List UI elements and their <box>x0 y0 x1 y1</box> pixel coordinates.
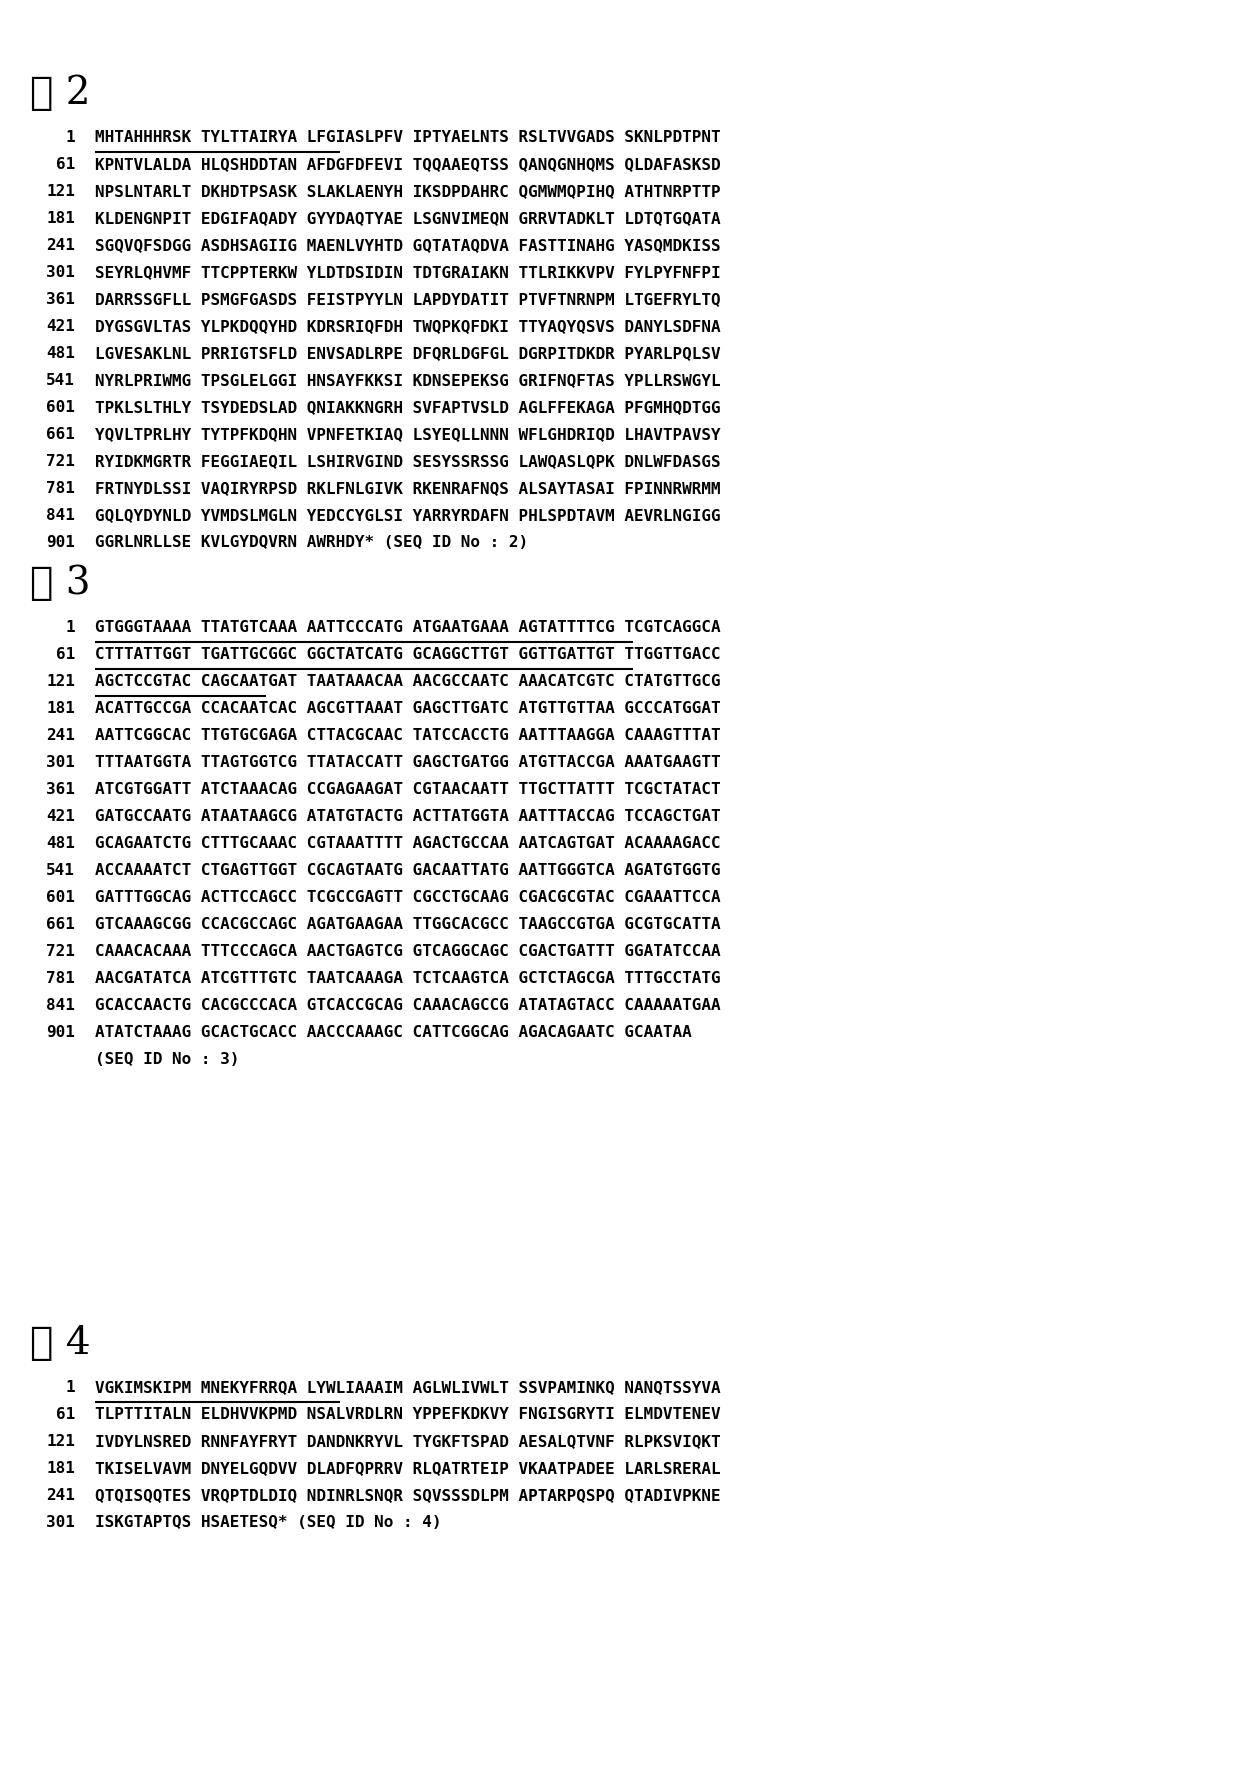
Text: GQLQYDYNLD YVMDSLMGLN YEDCCYGLSI YARRYRDAFN PHLSPDTAVM AEVRLNGIGG: GQLQYDYNLD YVMDSLMGLN YEDCCYGLSI YARRYRD… <box>95 508 720 524</box>
Text: GTGGGTAAAA TTATGTCAAA AATTCCCATG ATGAATGAAA AGTATTTTCG TCGTCAGGCA: GTGGGTAAAA TTATGTCAAA AATTCCCATG ATGAATG… <box>95 619 720 635</box>
Text: AACGATATCA ATCGTTTGTC TAATCAAAGA TCTCAAGTCA GCTCTAGCGA TTTGCCTATG: AACGATATCA ATCGTTTGTC TAATCAAAGA TCTCAAG… <box>95 971 720 985</box>
Text: 481: 481 <box>46 836 74 850</box>
Text: 241: 241 <box>46 238 74 254</box>
Text: 301: 301 <box>46 754 74 770</box>
Text: ISKGTAPTQS HSAETESQ* (SEQ ID No : 4): ISKGTAPTQS HSAETESQ* (SEQ ID No : 4) <box>95 1516 441 1530</box>
Text: ACCAAAATCT CTGAGTTGGT CGCAGTAATG GACAATTATG AATTGGGTCA AGATGTGGTG: ACCAAAATCT CTGAGTTGGT CGCAGTAATG GACAATT… <box>95 863 720 879</box>
Text: 541: 541 <box>46 373 74 389</box>
Text: 901: 901 <box>46 1024 74 1040</box>
Text: 1: 1 <box>66 1379 74 1395</box>
Text: MHTAHHHRSK TYLTTAIRYA LFGIASLPFV IPTYAELNTS RSLTVVGADS SKNLPDTPNT: MHTAHHHRSK TYLTTAIRYA LFGIASLPFV IPTYAEL… <box>95 130 720 146</box>
Text: 721: 721 <box>46 944 74 959</box>
Text: 421: 421 <box>46 320 74 334</box>
Text: GCAGAATCTG CTTTGCAAAC CGTAAATTTT AGACTGCCAA AATCAGTGAT ACAAAAGACC: GCAGAATCTG CTTTGCAAAC CGTAAATTTT AGACTGC… <box>95 836 720 850</box>
Text: AGCTCCGTAC CAGCAATGAT TAATAAACAA AACGCCAATC AAACATCGTC CTATGTTGCG: AGCTCCGTAC CAGCAATGAT TAATAAACAA AACGCCA… <box>95 674 720 689</box>
Text: KPNTVLALDA HLQSHDDTAN AFDGFDFEVI TQQAAEQTSS QANQGNHQMS QLDAFASKSD: KPNTVLALDA HLQSHDDTAN AFDGFDFEVI TQQAAEQ… <box>95 156 720 172</box>
Text: 121: 121 <box>46 674 74 689</box>
Text: AATTCGGCAC TTGTGCGAGA CTTACGCAAC TATCCACCTG AATTTAAGGA CAAAGTTTAT: AATTCGGCAC TTGTGCGAGA CTTACGCAAC TATCCAC… <box>95 728 720 744</box>
Text: YQVLTPRLHY TYTPFKDQHN VPNFETKIAQ LSYEQLLNNN WFLGHDRIQD LHAVTPAVSY: YQVLTPRLHY TYTPFKDQHN VPNFETKIAQ LSYEQLL… <box>95 428 720 442</box>
Text: DYGSGVLTAS YLPKDQQYHD KDRSRIQFDH TWQPKQFDKI TTYAQYQSVS DANYLSDFNA: DYGSGVLTAS YLPKDQQYHD KDRSRIQFDH TWQPKQF… <box>95 320 720 334</box>
Text: 图 4: 图 4 <box>30 1324 91 1361</box>
Text: GGRLNRLLSE KVLGYDQVRN AWRHDY* (SEQ ID No : 2): GGRLNRLLSE KVLGYDQVRN AWRHDY* (SEQ ID No… <box>95 534 528 550</box>
Text: 901: 901 <box>46 534 74 550</box>
Text: GTCAAAGCGG CCACGCCAGC AGATGAAGAA TTGGCACGCC TAAGCCGTGA GCGTGCATTA: GTCAAAGCGG CCACGCCAGC AGATGAAGAA TTGGCAC… <box>95 918 720 932</box>
Text: 181: 181 <box>46 211 74 225</box>
Text: 841: 841 <box>46 508 74 524</box>
Text: 61: 61 <box>56 156 74 172</box>
Text: GCACCAACTG CACGCCCACA GTCACCGCAG CAAACAGCCG ATATAGTACC CAAAAATGAA: GCACCAACTG CACGCCCACA GTCACCGCAG CAAACAG… <box>95 998 720 1014</box>
Text: ATCGTGGATT ATCTAAACAG CCGAGAAGAT CGTAACAATT TTGCTTATTT TCGCTATACT: ATCGTGGATT ATCTAAACAG CCGAGAAGAT CGTAACA… <box>95 783 720 797</box>
Text: ACATTGCCGA CCACAATCAC AGCGTTAAAT GAGCTTGATC ATGTTGTTAA GCCCATGGAT: ACATTGCCGA CCACAATCAC AGCGTTAAAT GAGCTTG… <box>95 701 720 715</box>
Text: 781: 781 <box>46 971 74 985</box>
Text: 图 2: 图 2 <box>30 75 91 112</box>
Text: 1: 1 <box>66 619 74 635</box>
Text: KLDENGNPIT EDGIFAQADY GYYDAQTYAE LSGNVIMEQN GRRVTADKLT LDTQTGQATA: KLDENGNPIT EDGIFAQADY GYYDAQTYAE LSGNVIM… <box>95 211 720 225</box>
Text: 541: 541 <box>46 863 74 879</box>
Text: GATTTGGCAG ACTTCCAGCC TCGCCGAGTT CGCCTGCAAG CGACGCGTAC CGAAATTCCA: GATTTGGCAG ACTTCCAGCC TCGCCGAGTT CGCCTGC… <box>95 889 720 905</box>
Text: QTQISQQTES VRQPTDLDIQ NDINRLSNQR SQVSSSDLPM APTARPQSPQ QTADIVPKNE: QTQISQQTES VRQPTDLDIQ NDINRLSNQR SQVSSSD… <box>95 1487 720 1503</box>
Text: SGQVQFSDGG ASDHSAGIIG MAENLVYHTD GQTATAQDVA FASTTINAHG YASQMDKISS: SGQVQFSDGG ASDHSAGIIG MAENLVYHTD GQTATAQ… <box>95 238 720 254</box>
Text: 181: 181 <box>46 701 74 715</box>
Text: TTTAATGGTA TTAGTGGTCG TTATACCATT GAGCTGATGG ATGTTACCGA AAATGAAGTT: TTTAATGGTA TTAGTGGTCG TTATACCATT GAGCTGA… <box>95 754 720 770</box>
Text: 841: 841 <box>46 998 74 1014</box>
Text: 601: 601 <box>46 399 74 415</box>
Text: 61: 61 <box>56 648 74 662</box>
Text: SEYRLQHVMF TTCPPTERKW YLDTDSIDIN TDTGRAIAKN TTLRIKKVPV FYLPYFNFPI: SEYRLQHVMF TTCPPTERKW YLDTDSIDIN TDTGRAI… <box>95 264 720 280</box>
Text: 121: 121 <box>46 185 74 199</box>
Text: 241: 241 <box>46 728 74 744</box>
Text: 图 3: 图 3 <box>30 564 91 602</box>
Text: 661: 661 <box>46 428 74 442</box>
Text: 61: 61 <box>56 1408 74 1422</box>
Text: ATATCTAAAG GCACTGCACC AACCCAAAGC CATTCGGCAG AGACAGAATC GCAATAA: ATATCTAAAG GCACTGCACC AACCCAAAGC CATTCGG… <box>95 1024 692 1040</box>
Text: IVDYLNSRED RNNFAYFRYT DANDNKRYVL TYGKFTSPAD AESALQTVNF RLPKSVIQKT: IVDYLNSRED RNNFAYFRYT DANDNKRYVL TYGKFTS… <box>95 1434 720 1448</box>
Text: 181: 181 <box>46 1461 74 1477</box>
Text: TPKLSLTHLY TSYDEDSLAD QNIAKKNGRH SVFAPTVSLD AGLFFEKAGA PFGMHQDTGG: TPKLSLTHLY TSYDEDSLAD QNIAKKNGRH SVFAPTV… <box>95 399 720 415</box>
Text: 361: 361 <box>46 783 74 797</box>
Text: 1: 1 <box>66 130 74 146</box>
Text: LGVESAKLNL PRRIGTSFLD ENVSADLRPE DFQRLDGFGL DGRPITDKDR PYARLPQLSV: LGVESAKLNL PRRIGTSFLD ENVSADLRPE DFQRLDG… <box>95 346 720 360</box>
Text: NPSLNTARLT DKHDTPSASK SLAKLAENYH IKSDPDAHRC QGMWMQPIHQ ATHTNRPTTP: NPSLNTARLT DKHDTPSASK SLAKLAENYH IKSDPDA… <box>95 185 720 199</box>
Text: DARRSSGFLL PSMGFGASDS FEISTPYYLN LAPDYDATIT PTVFTNRNPM LTGEFRYLTQ: DARRSSGFLL PSMGFGASDS FEISTPYYLN LAPDYDA… <box>95 293 720 307</box>
Text: 241: 241 <box>46 1487 74 1503</box>
Text: FRTNYDLSSI VAQIRYRPSD RKLFNLGIVK RKENRAFNQS ALSAYTASAI FPINNRWRMM: FRTNYDLSSI VAQIRYRPSD RKLFNLGIVK RKENRAF… <box>95 481 720 495</box>
Text: GATGCCAATG ATAATAAGCG ATATGTACTG ACTTATGGTA AATTTACCAG TCCAGCTGAT: GATGCCAATG ATAATAAGCG ATATGTACTG ACTTATG… <box>95 809 720 824</box>
Text: 301: 301 <box>46 1516 74 1530</box>
Text: TKISELVAVM DNYELGQDVV DLADFQPRRV RLQATRTEIP VKAATPADEE LARLSRERAL: TKISELVAVM DNYELGQDVV DLADFQPRRV RLQATRT… <box>95 1461 720 1477</box>
Text: VGKIMSKIPM MNEKYFRRQA LYWLIAAAIM AGLWLIVWLT SSVPAMINKQ NANQTSSYVA: VGKIMSKIPM MNEKYFRRQA LYWLIAAAIM AGLWLIV… <box>95 1379 720 1395</box>
Text: 121: 121 <box>46 1434 74 1448</box>
Text: CAAACACAAA TTTCCCAGCA AACTGAGTCG GTCAGGCAGC CGACTGATTT GGATATCCAA: CAAACACAAA TTTCCCAGCA AACTGAGTCG GTCAGGC… <box>95 944 720 959</box>
Text: 421: 421 <box>46 809 74 824</box>
Text: RYIDKMGRTR FEGGIAEQIL LSHIRVGIND SESYSSRSSG LAWQASLQPK DNLWFDASGS: RYIDKMGRTR FEGGIAEQIL LSHIRVGIND SESYSSR… <box>95 454 720 469</box>
Text: (SEQ ID No : 3): (SEQ ID No : 3) <box>95 1053 239 1067</box>
Text: 781: 781 <box>46 481 74 495</box>
Text: 661: 661 <box>46 918 74 932</box>
Text: CTTTATTGGT TGATTGCGGC GGCTATCATG GCAGGCTTGT GGTTGATTGT TTGGTTGACC: CTTTATTGGT TGATTGCGGC GGCTATCATG GCAGGCT… <box>95 648 720 662</box>
Text: 301: 301 <box>46 264 74 280</box>
Text: 481: 481 <box>46 346 74 360</box>
Text: 721: 721 <box>46 454 74 469</box>
Text: 601: 601 <box>46 889 74 905</box>
Text: 361: 361 <box>46 293 74 307</box>
Text: TLPTTITALN ELDHVVKPMD NSALVRDLRN YPPEFKDKVY FNGISGRYTI ELMDVTENEV: TLPTTITALN ELDHVVKPMD NSALVRDLRN YPPEFKD… <box>95 1408 720 1422</box>
Text: NYRLPRIWMG TPSGLELGGI HNSAYFKKSI KDNSEPEKSG GRIFNQFTAS YPLLRSWGYL: NYRLPRIWMG TPSGLELGGI HNSAYFKKSI KDNSEPE… <box>95 373 720 389</box>
